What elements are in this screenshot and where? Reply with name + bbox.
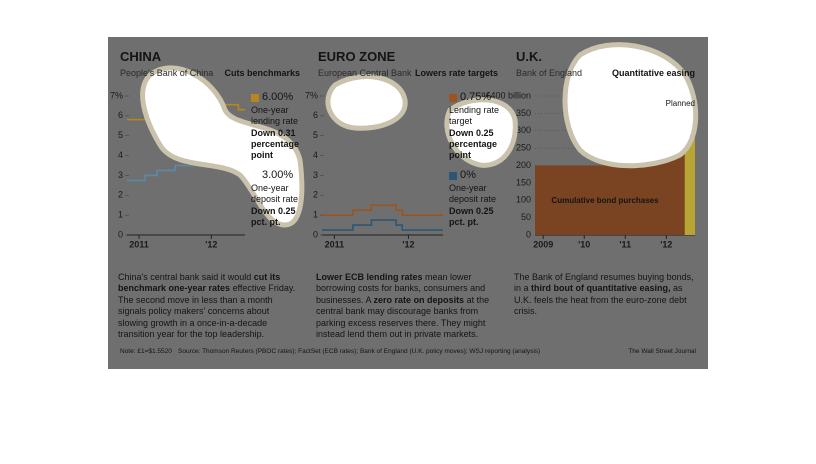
series-value-label: 3.00% bbox=[262, 169, 294, 181]
y-tick-label: 7% bbox=[110, 90, 123, 100]
chart-subtitle: European Central Bank bbox=[318, 68, 412, 78]
y-tick-label: 350 bbox=[516, 108, 531, 118]
series-value-label: 0% bbox=[460, 169, 476, 181]
series-note: Down 0.25 pct. pt. bbox=[449, 206, 494, 227]
y-tick-label: 300 bbox=[516, 125, 531, 135]
series-name: One-year lending rate bbox=[251, 105, 299, 126]
text-segment: Lower ECB lending rates bbox=[316, 272, 423, 282]
y-tick-label: 250 bbox=[516, 143, 531, 153]
footer-source: Source: Thomson Reuters (PBOC rates); Fa… bbox=[178, 348, 541, 355]
series-note: Down 0.25 pct. pt. bbox=[251, 206, 296, 227]
y-tick-label: 50 bbox=[521, 212, 531, 222]
rate-line bbox=[322, 204, 443, 216]
y-tick-label: 0 bbox=[526, 229, 531, 239]
text-segment: effective Friday. The second move in les… bbox=[118, 283, 296, 340]
series-note: Down 0.31 percentage point bbox=[251, 128, 300, 160]
x-tick-label: 2009 bbox=[533, 239, 553, 249]
text-segment: at the central bank may discourage banks… bbox=[316, 294, 490, 340]
y-tick-label: 5 bbox=[118, 130, 123, 140]
y-tick-label: 4 bbox=[118, 150, 123, 160]
chart-title: U.K. bbox=[516, 49, 542, 64]
area-label: Cumulative bond purchases bbox=[551, 196, 659, 206]
chart-headline: Cuts benchmarks bbox=[224, 68, 300, 78]
overlay-blob bbox=[444, 97, 518, 168]
y-tick-label: 6 bbox=[313, 110, 318, 120]
series-name: Lending rate target bbox=[449, 105, 500, 126]
text-segment: cut its benchmark one-year rates bbox=[118, 272, 281, 294]
y-tick-label: 150 bbox=[516, 177, 531, 187]
chart-subtitle: People's Bank of China bbox=[120, 68, 214, 78]
y-tick-label: 2 bbox=[118, 190, 123, 200]
y-tick-label: 3 bbox=[118, 170, 123, 180]
overlay-blob bbox=[562, 42, 699, 169]
text-segment: The Bank of England resumes buying bonds… bbox=[514, 272, 694, 294]
planned-label: Planned bbox=[665, 98, 695, 108]
chart-subtitle: Bank of England bbox=[516, 68, 583, 78]
chart-title: CHINA bbox=[120, 49, 162, 64]
series-name: One-year deposit rate bbox=[251, 183, 299, 204]
series-value-label: 6.00% bbox=[262, 91, 294, 103]
chart-paragraph: China's central bank said it would cut i… bbox=[118, 272, 298, 340]
y-tick-label: 3 bbox=[313, 170, 318, 180]
y-tick-label: 0 bbox=[118, 229, 123, 239]
y-tick-label: 0 bbox=[313, 229, 318, 239]
x-tick-label: '12 bbox=[205, 239, 217, 249]
x-tick-label: 2011 bbox=[129, 239, 149, 249]
legend-swatch bbox=[449, 94, 457, 102]
series-note: Down 0.25 percentage point bbox=[449, 128, 498, 160]
text-segment: third bout of quantitative easing, bbox=[531, 283, 671, 294]
overlay-blob bbox=[325, 74, 408, 131]
chart-title: EURO ZONE bbox=[318, 49, 396, 64]
series-value-label: 0.75% bbox=[460, 91, 492, 103]
text-segment: zero rate on deposits bbox=[373, 294, 465, 305]
chart-paragraph: Lower ECB lending rates mean lower borro… bbox=[316, 272, 496, 340]
text-segment: as U.K. feels the heat from the euro-zon… bbox=[514, 283, 687, 317]
chart-paragraph: The Bank of England resumes buying bonds… bbox=[514, 272, 694, 318]
y-tick-label: 200 bbox=[516, 160, 531, 170]
area bbox=[535, 122, 695, 235]
y-tick-label: 7% bbox=[305, 90, 318, 100]
y-tick-label: 100 bbox=[516, 195, 531, 205]
series-name: One-year deposit rate bbox=[449, 183, 497, 204]
text-segment: China's central bank said it would bbox=[118, 272, 254, 282]
legend-swatch bbox=[449, 172, 457, 180]
y-tick-label: 6 bbox=[118, 110, 123, 120]
x-tick-label: '12 bbox=[660, 239, 672, 249]
y-tick-label: 4 bbox=[313, 150, 318, 160]
y-tick-label: 5 bbox=[313, 130, 318, 140]
x-tick-label: '10 bbox=[578, 239, 590, 249]
y-tick-label: 1 bbox=[313, 210, 318, 220]
y-tick-label: 2 bbox=[313, 190, 318, 200]
x-tick-label: '12 bbox=[402, 239, 414, 249]
rate-line bbox=[322, 219, 443, 231]
x-tick-label: '11 bbox=[619, 239, 631, 249]
x-tick-label: 2011 bbox=[325, 239, 345, 249]
text-segment: mean lower borrowing costs for banks, co… bbox=[316, 272, 486, 305]
chart-headline: Lowers rate targets bbox=[414, 68, 498, 78]
footer-note: Note: £1=$1.5520 bbox=[120, 348, 172, 355]
y-tick-label: £400 billion bbox=[485, 90, 531, 100]
y-tick-label: 1 bbox=[118, 210, 123, 220]
overlay-blob bbox=[140, 65, 305, 228]
legend-swatch bbox=[251, 94, 259, 102]
footer-credit: The Wall Street Journal bbox=[628, 348, 696, 355]
chart-headline: Quantitative easing bbox=[611, 68, 695, 78]
